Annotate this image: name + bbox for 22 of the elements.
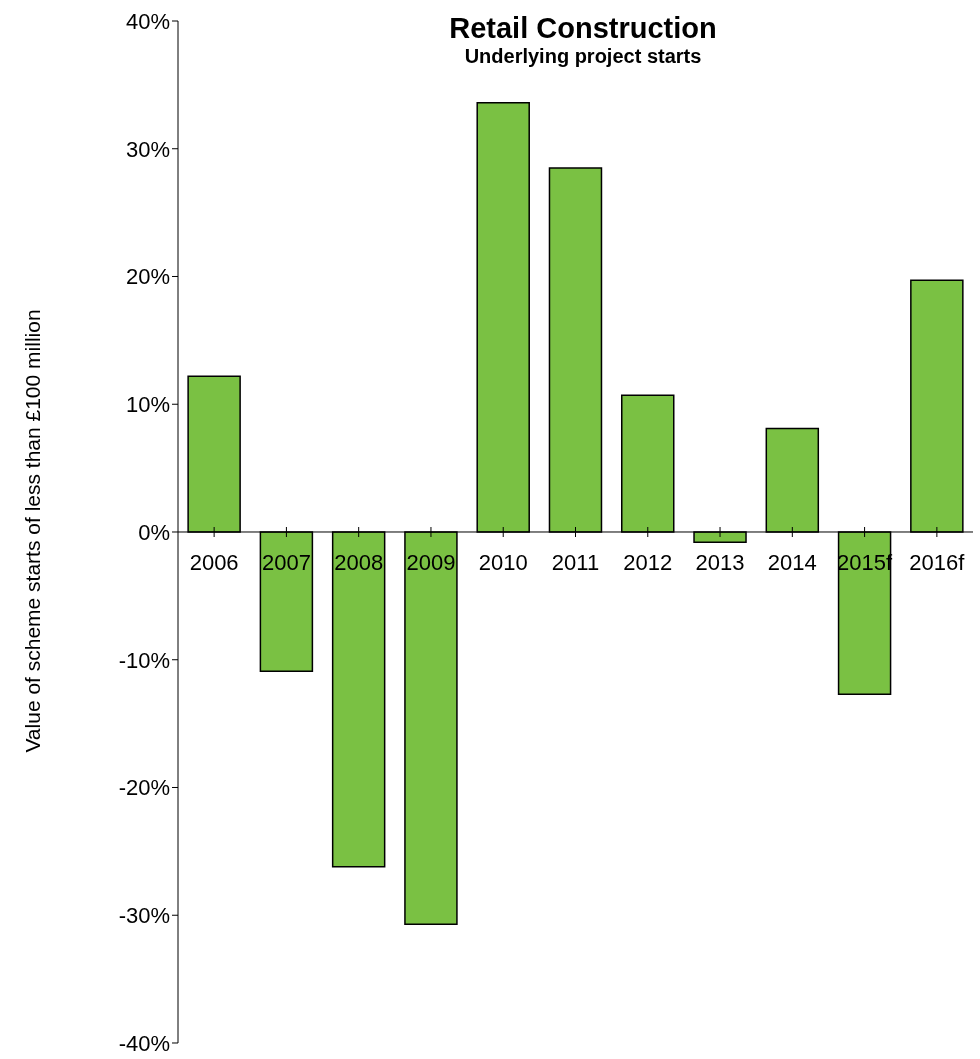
x-tick-label: 2007 <box>261 550 311 575</box>
y-tick-label: 10% <box>125 392 170 418</box>
x-tick-label: 2008 <box>334 550 384 575</box>
y-tick-label: -40% <box>118 1030 170 1056</box>
x-tick-label: 2012 <box>623 550 673 575</box>
y-tick-label: -30% <box>118 903 170 929</box>
y-axis-title: Value of scheme starts of less than £100 million <box>21 308 45 753</box>
y-tick-label: 40% <box>125 8 170 34</box>
y-tick-label: -20% <box>118 775 170 801</box>
y-tick-label: 0% <box>138 519 170 545</box>
x-tick-label: 2014 <box>767 550 817 575</box>
x-tick-label: 2011 <box>551 550 600 575</box>
y-tick-label: 30% <box>125 136 170 162</box>
x-tick-label: 2010 <box>478 550 528 575</box>
x-tick-label: 2016f <box>909 550 966 575</box>
x-tick-label: 2013 <box>695 550 745 575</box>
y-tick-label: -10% <box>118 647 170 673</box>
y-tick-label: 20% <box>125 264 170 290</box>
text: Underlying project starts <box>463 45 703 68</box>
chart-title: Retail Construction <box>448 12 718 45</box>
x-tick-label: 2006 <box>189 550 239 575</box>
x-tick-label: 2009 <box>406 550 456 575</box>
